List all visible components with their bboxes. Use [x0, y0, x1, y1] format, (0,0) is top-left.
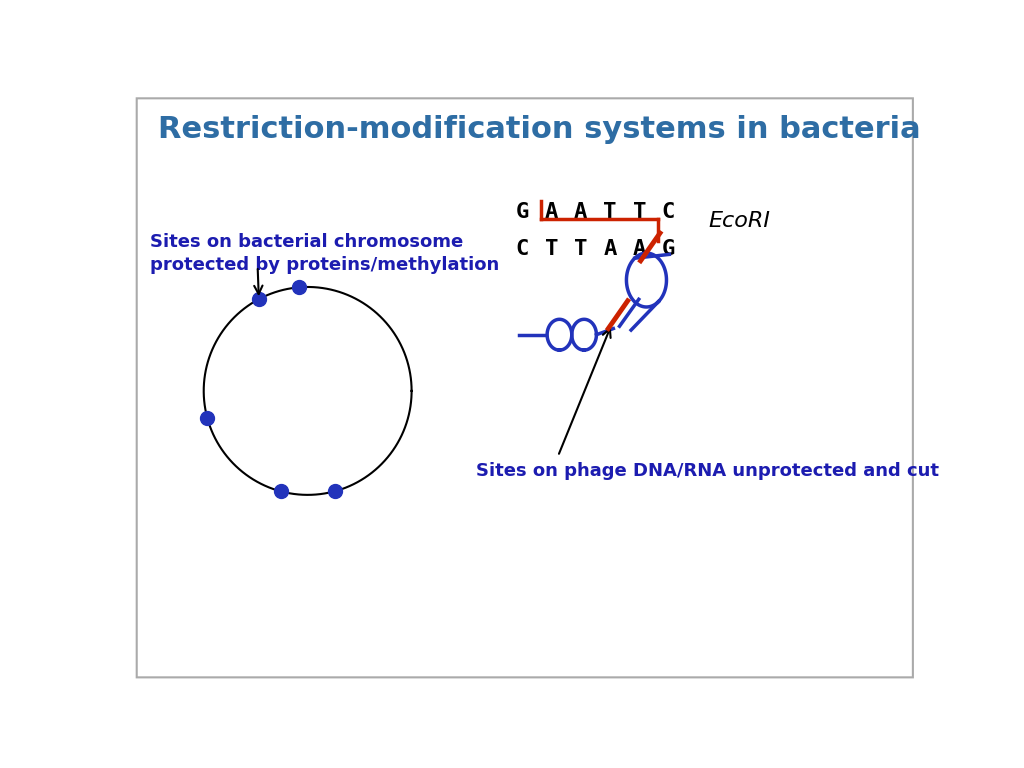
Text: C: C: [662, 202, 675, 222]
Text: T: T: [603, 202, 616, 222]
Text: EcoRI: EcoRI: [708, 210, 770, 230]
Text: C: C: [515, 239, 529, 260]
Text: T: T: [633, 202, 646, 222]
Text: Sites on bacterial chromosome: Sites on bacterial chromosome: [150, 233, 463, 251]
Text: G: G: [662, 239, 675, 260]
Text: T: T: [545, 239, 558, 260]
Text: A: A: [574, 202, 588, 222]
Text: Restriction-modification systems in bacteria: Restriction-modification systems in bact…: [158, 115, 921, 144]
Text: A: A: [633, 239, 646, 260]
Text: Sites on phage DNA/RNA unprotected and cut: Sites on phage DNA/RNA unprotected and c…: [475, 462, 939, 480]
Text: protected by proteins/methylation: protected by proteins/methylation: [150, 257, 499, 274]
Text: T: T: [574, 239, 588, 260]
Text: A: A: [603, 239, 616, 260]
Text: G: G: [515, 202, 529, 222]
Text: A: A: [545, 202, 558, 222]
